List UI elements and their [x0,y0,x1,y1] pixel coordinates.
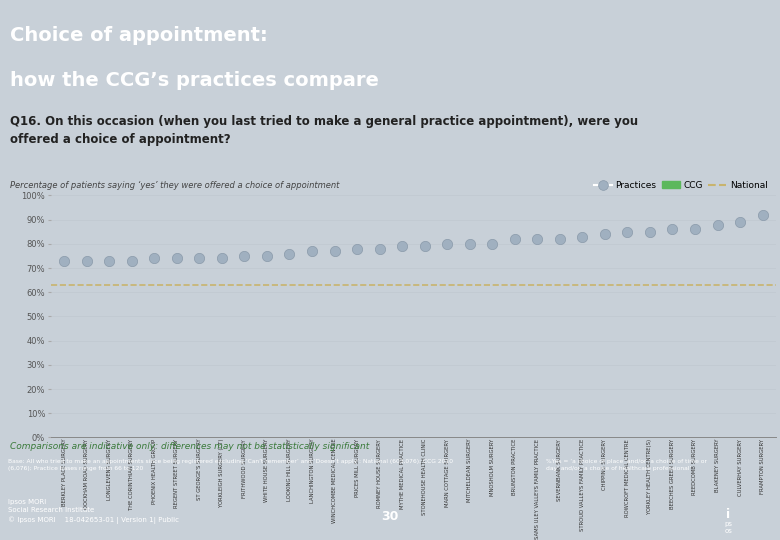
Text: Q16. On this occasion (when you last tried to make a general practice appointmen: Q16. On this occasion (when you last tri… [10,115,638,146]
Point [306,247,318,255]
Text: how the CCG’s practices compare: how the CCG’s practices compare [10,71,379,90]
Point [486,240,498,248]
Point [216,254,229,262]
Text: Ipsos MORI
Social Research Institute
© Ipsos MORI    18-042653-01 | Version 1| P: Ipsos MORI Social Research Institute © I… [8,498,179,524]
Point [554,235,566,244]
Text: ps
os: ps os [725,521,732,534]
Point [621,227,633,236]
Point [193,254,206,262]
Text: 30: 30 [381,510,399,523]
Point [148,254,161,262]
Point [80,256,93,265]
Point [374,245,386,253]
Legend: Practices, CCG, National: Practices, CCG, National [590,177,771,193]
Point [666,225,679,234]
Text: Comparisons are indicative only: differences may not be statistically significan: Comparisons are indicative only: differe… [10,442,370,451]
Point [441,240,453,248]
Point [734,218,746,226]
Text: Choice of appointment:: Choice of appointment: [10,26,268,45]
Point [126,256,138,265]
Text: %Yes = ‘a choice of place’ and/or ‘a choice of time or
day’ and/or ‘a choice of : %Yes = ‘a choice of place’ and/or ‘a cho… [546,459,707,470]
Text: Base: All who tried to make an appointments since being registered excluding ‘Ca: Base: All who tried to make an appointme… [8,459,453,470]
Point [283,249,296,258]
Point [171,254,183,262]
Text: i: i [726,508,731,521]
Point [328,247,341,255]
Point [238,252,250,260]
Point [711,220,724,229]
Text: Percentage of patients saying ‘yes’ they were offered a choice of appointment: Percentage of patients saying ‘yes’ they… [10,181,339,190]
Point [463,240,476,248]
Point [644,227,656,236]
Point [58,256,70,265]
Point [689,225,701,234]
Point [396,242,409,251]
Point [757,211,769,219]
Point [351,245,363,253]
Point [103,256,115,265]
Point [418,242,431,251]
Point [531,235,544,244]
Point [598,230,611,239]
Point [261,252,273,260]
Point [576,232,589,241]
Point [509,235,521,244]
